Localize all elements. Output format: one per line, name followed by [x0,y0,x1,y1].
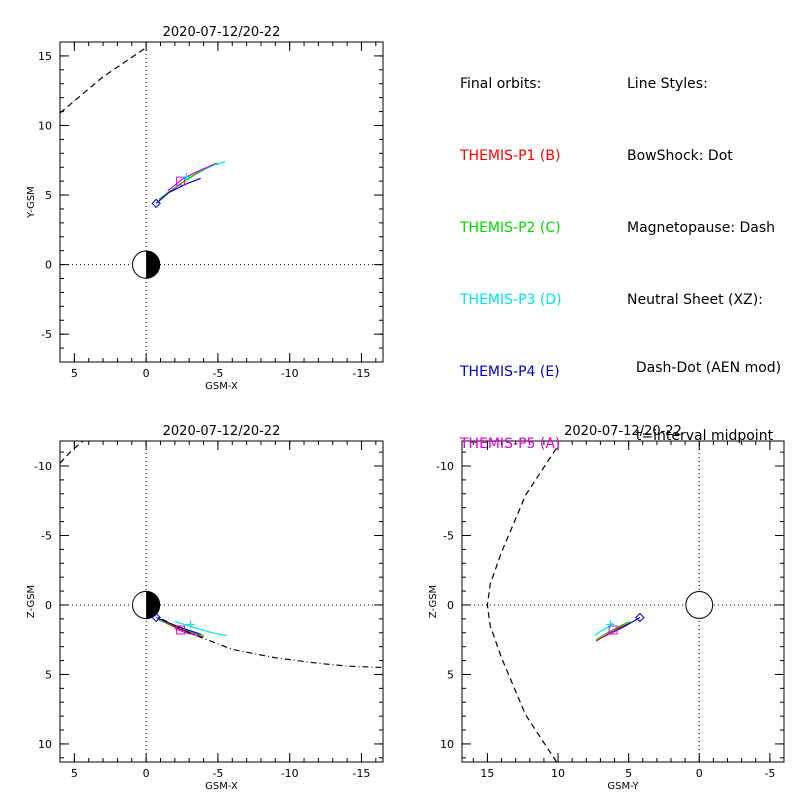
x-tick-label: -10 [281,767,299,780]
line-styles-legend: Line Styles: BowShock: Dot Magnetopause:… [627,24,781,468]
earth-marker [131,590,161,620]
plus-marker [186,620,195,629]
x-tick-label: 5 [71,767,78,780]
xz-orbit-plot: 5 0 -5 -10 -15 10 5 0 -5 -10 2020-07-12/20-22 GSM-X… [26,424,384,792]
x-axis-label: GSM-X [205,781,238,792]
y-tick-label: 5 [447,668,454,681]
y-tick-label: 10 [440,738,454,751]
x-tick-label: -15 [352,367,370,380]
legend-entry-p1: THEMIS-P1 (B) [460,148,561,164]
xy-orbit-plot: 5 0 -5 -10 -15 -5 0 5 10 15 2020-07-12/20-22 GSM-X Y… [26,25,384,392]
x-tick-label: -10 [281,367,299,380]
y-tick-label: -5 [443,529,454,542]
y-tick-label: 0 [45,599,52,612]
boundary-curve [486,447,558,762]
x-tick-label: -5 [212,367,223,380]
x-tick-label: 0 [143,767,150,780]
boundary-curve [60,441,84,464]
plot-title: 2020-07-12/20-22 [163,424,281,439]
orbit-trace [595,621,631,641]
legend-entry-p5: THEMIS-P5 (A) [460,436,561,452]
y-axis-label: Z-GSM [428,585,439,618]
y-tick-label: -5 [41,529,52,542]
plot-frame [461,440,785,763]
legend-entry-p3: THEMIS-P3 (D) [460,292,562,308]
x-tick-label: 15 [480,767,494,780]
y-tick-label: 0 [45,259,52,272]
orbit-trace [184,161,226,179]
y-axis-label: Y-GSM [26,186,37,219]
line-style-magnetopause: Magnetopause: Dash [627,220,776,236]
plot-frame [59,41,384,363]
legend-entry-p4: THEMIS-P4 (E) [460,364,560,380]
orbit-trace [155,177,201,204]
minor-ticks [59,441,383,762]
line-styles-title: Line Styles: [627,76,708,92]
square-marker [176,625,186,635]
diamond-marker [151,198,161,209]
orbit-trace [174,621,227,637]
y-tick-label: -10 [436,460,454,473]
plot-title: 2020-07-12/20-22 [163,25,281,40]
y-tick-label: 15 [38,50,52,63]
orbits-legend-title: Final orbits: [460,76,542,92]
plot-title: 2020-07-12/20-22 [564,424,682,439]
minor-ticks [59,41,383,363]
x-axis-label: GSM-X [205,381,238,392]
y-tick-label: 10 [38,738,52,751]
line-style-neutral-sheet: Neutral Sheet (XZ): [627,292,763,308]
square-marker [608,625,618,635]
orbits-legend: Final orbits: THEMIS-P1 (B) THEMIS-P2 (C… [460,24,562,480]
y-tick-label: -5 [41,328,52,341]
x-tick-label: 5 [625,767,632,780]
orbit-trace [167,163,214,192]
diamond-marker [635,612,645,623]
y-tick-label: 10 [38,119,52,132]
orbit-trace [174,628,203,638]
square-marker [176,176,186,186]
x-tick-label: 0 [696,767,703,780]
y-tick-label: 0 [447,599,454,612]
earth-marker [131,250,161,279]
x-axis-label: GSM-Y [607,781,639,792]
boundary-curve [150,612,383,669]
plus-marker [606,620,615,629]
line-style-bowshock: BowShock: Dot [627,148,733,164]
diamond-marker [151,612,161,623]
yz-orbit-plot: 15 10 5 0 -5 10 5 0 -5 -10 2020-07-12/20-22 GSM-Y Z-… [428,424,785,792]
y-tick-label: -10 [34,460,52,473]
y-tick-label: 5 [45,668,52,681]
line-style-neutral-sheet-detail: Dash-Dot (AEN mod) [627,360,782,376]
earth-marker [685,591,714,619]
line-style-midpoint-note: t=interval midpoint [627,428,774,444]
boundary-curve [60,47,147,114]
x-tick-label: -15 [352,767,370,780]
x-tick-label: 10 [551,767,565,780]
x-tick-label: -5 [764,767,775,780]
plot-frame [59,440,384,763]
x-tick-label: -5 [212,767,223,780]
plus-marker [182,172,191,181]
x-tick-label: 5 [71,367,78,380]
y-tick-label: 5 [45,189,52,202]
minor-ticks [462,441,785,762]
legend-entry-p2: THEMIS-P2 (C) [460,220,561,236]
x-tick-label: 0 [143,367,150,380]
y-axis-label: Z-GSM [26,585,37,618]
